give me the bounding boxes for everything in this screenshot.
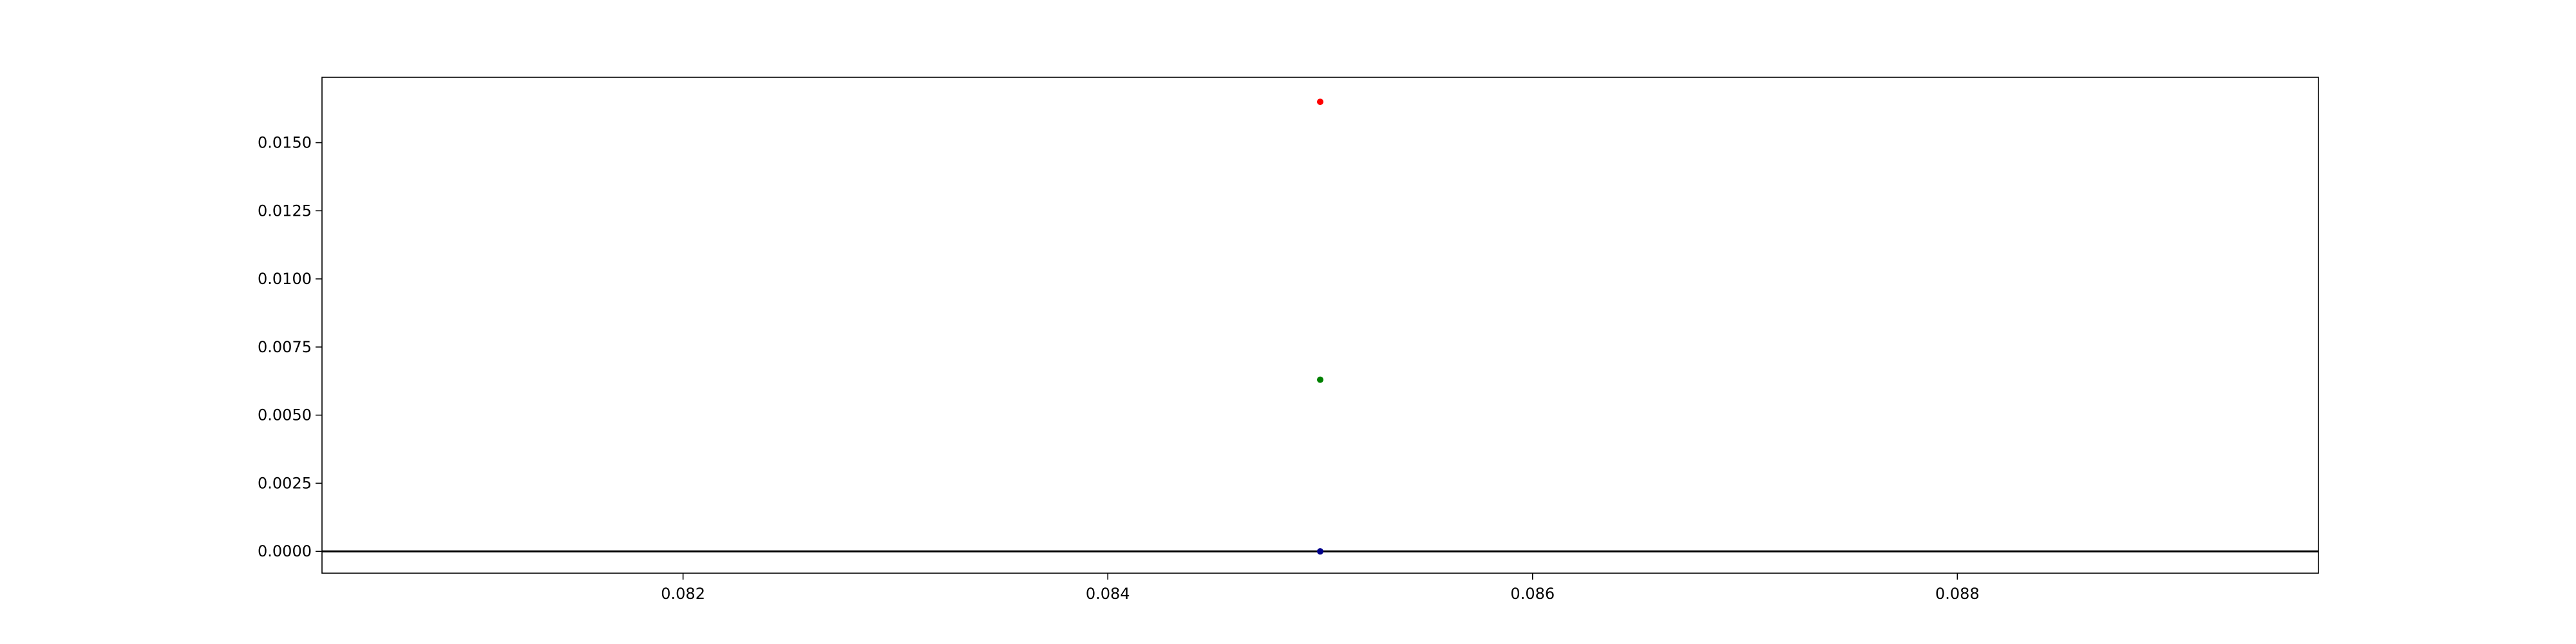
x-tick-label: 0.082 bbox=[661, 585, 705, 603]
y-tick-label: 0.0075 bbox=[258, 338, 312, 356]
y-tick-label: 0.0100 bbox=[258, 270, 312, 288]
x-tick-label: 0.086 bbox=[1510, 585, 1555, 603]
y-tick-label: 0.0000 bbox=[258, 542, 312, 560]
data-point bbox=[1317, 99, 1323, 106]
data-point bbox=[1317, 548, 1323, 555]
data-points bbox=[1317, 99, 1323, 555]
y-tick-label: 0.0050 bbox=[258, 406, 312, 424]
x-axis: 0.082 0.084 0.086 0.088 bbox=[661, 573, 1980, 603]
y-tick-label: 0.0025 bbox=[258, 474, 312, 492]
x-tick-label: 0.088 bbox=[1935, 585, 1980, 603]
y-tick-label: 0.0125 bbox=[258, 202, 312, 220]
y-axis: 0.0000 0.0025 0.0050 0.0075 0.0100 0.0125 0.01… bbox=[258, 134, 322, 560]
x-tick-label: 0.084 bbox=[1086, 585, 1130, 603]
data-point bbox=[1317, 376, 1323, 383]
y-tick-label: 0.0150 bbox=[258, 134, 312, 152]
plot-frame bbox=[321, 77, 2319, 574]
